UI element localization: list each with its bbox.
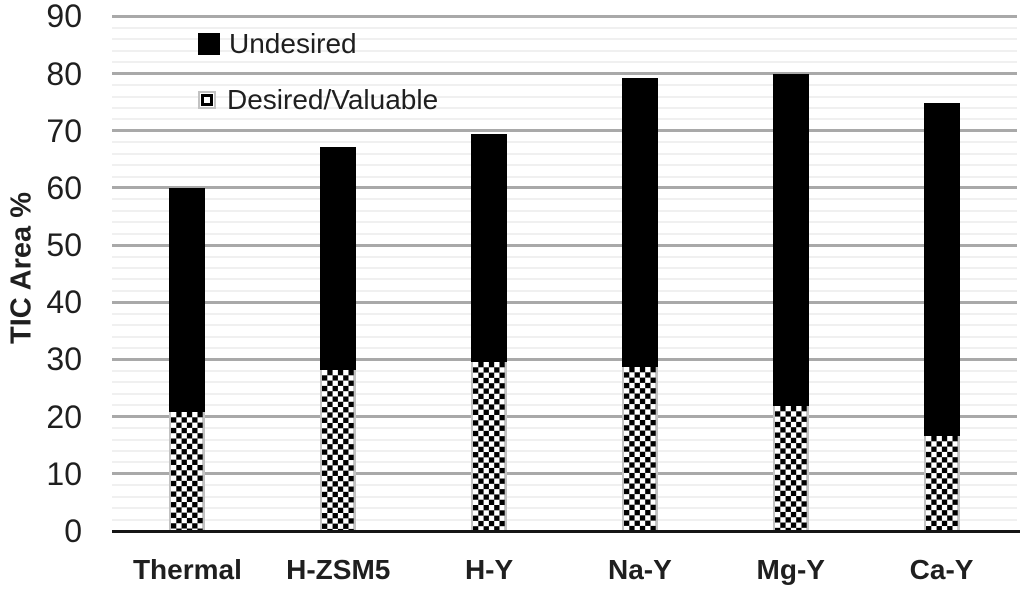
bar-Na-Y-undesired	[621, 77, 658, 368]
legend-item-desired: Desired/Valuable	[198, 85, 438, 115]
bar-H-Y-desired	[471, 362, 508, 531]
bar-Ca-Y-undesired	[923, 102, 960, 437]
gridline-minor	[112, 49, 1017, 52]
gridline-minor	[112, 335, 1017, 338]
gridline-minor	[112, 347, 1017, 350]
gridline-minor	[112, 255, 1017, 258]
bar-Na-Y-desired	[621, 367, 658, 531]
gridline-minor	[112, 484, 1017, 487]
gridline-minor	[112, 518, 1017, 521]
gridline-major	[112, 14, 1017, 18]
gridline-major	[112, 243, 1017, 247]
gridline-minor	[112, 312, 1017, 315]
desired-series-swatch-icon	[198, 91, 216, 109]
legend-label-desired: Desired/Valuable	[227, 84, 439, 115]
gridline-minor	[112, 324, 1017, 327]
gridline-minor	[112, 404, 1017, 407]
gridline-minor	[112, 232, 1017, 235]
gridline-minor	[112, 449, 1017, 452]
bar-Mg-Y-desired	[772, 405, 809, 531]
gridline-minor	[112, 61, 1017, 64]
gridline-minor	[112, 289, 1017, 292]
gridline-minor	[112, 84, 1017, 87]
gridline-major	[112, 472, 1017, 476]
y-axis-tick-label: 40	[46, 284, 82, 321]
bar-Thermal-desired	[169, 411, 206, 531]
y-axis-tick-label: 90	[46, 0, 82, 35]
gridline-minor	[112, 507, 1017, 510]
y-axis-tick-labels: 0 10 20 30 40 50 60 70 80 90	[0, 0, 82, 595]
x-axis-line	[112, 529, 1020, 533]
gridline-minor	[112, 209, 1017, 212]
gridline-minor	[112, 438, 1017, 441]
x-axis-labels: Thermal H-ZSM5 H-Y Na-Y Mg-Y Ca-Y	[0, 554, 1024, 594]
bar-H-Y-undesired	[471, 134, 508, 363]
gridline-minor	[112, 118, 1017, 121]
bar-Ca-Y-desired	[923, 436, 960, 531]
gridline-minor	[112, 106, 1017, 109]
gridline-major	[112, 129, 1017, 133]
y-axis-tick-label: 30	[46, 341, 82, 378]
y-axis-tick-label: 50	[46, 227, 82, 264]
gridline-minor	[112, 141, 1017, 144]
y-axis-tick-label: 70	[46, 112, 82, 149]
gridline-minor	[112, 278, 1017, 281]
y-axis-tick-label: 80	[46, 55, 82, 92]
gridline-minor	[112, 461, 1017, 464]
gridline-minor	[112, 26, 1017, 29]
undesired-series-swatch-icon	[198, 33, 220, 55]
gridline-major	[112, 357, 1017, 361]
gridline-minor	[112, 369, 1017, 372]
legend-label-undesired: Undesired	[229, 28, 357, 59]
bar-Mg-Y-undesired	[772, 73, 809, 406]
legend: Undesired Desired/Valuable	[198, 29, 438, 115]
gridline-minor	[112, 267, 1017, 270]
bar-H-ZSM5-undesired	[320, 147, 357, 371]
x-axis-label: Na-Y	[608, 554, 672, 585]
gridline-minor	[112, 95, 1017, 98]
gridline-minor	[112, 175, 1017, 178]
gridline-minor	[112, 495, 1017, 498]
x-axis-label: Ca-Y	[909, 554, 974, 585]
y-axis-tick-label: 10	[46, 455, 82, 492]
x-axis-label: Thermal	[132, 554, 242, 585]
bar-H-ZSM5-desired	[320, 370, 357, 531]
gridline-major	[112, 186, 1017, 190]
y-axis-tick-label: 0	[64, 513, 82, 549]
gridline-minor	[112, 221, 1017, 224]
gridline-minor	[112, 38, 1017, 41]
gridline-minor	[112, 164, 1017, 167]
gridline-major	[112, 415, 1017, 419]
gridline-minor	[112, 392, 1017, 395]
bar-Thermal-undesired	[169, 187, 206, 412]
gridline-minor	[112, 427, 1017, 430]
gridline-minor	[112, 152, 1017, 155]
gridline-minor	[112, 198, 1017, 201]
legend-item-undesired: Undesired	[198, 29, 438, 59]
y-axis-tick-label: 60	[46, 169, 82, 206]
gridline-minor	[112, 381, 1017, 384]
y-axis-tick-label: 20	[46, 398, 82, 435]
plot-area: Undesired Desired/Valuable	[112, 0, 1017, 531]
x-axis-label: H-Y	[464, 554, 514, 585]
x-axis-label: Mg-Y	[756, 554, 825, 585]
gridline-major	[112, 72, 1017, 76]
gridline-major	[112, 300, 1017, 304]
x-axis-label: H-ZSM5	[286, 554, 391, 585]
